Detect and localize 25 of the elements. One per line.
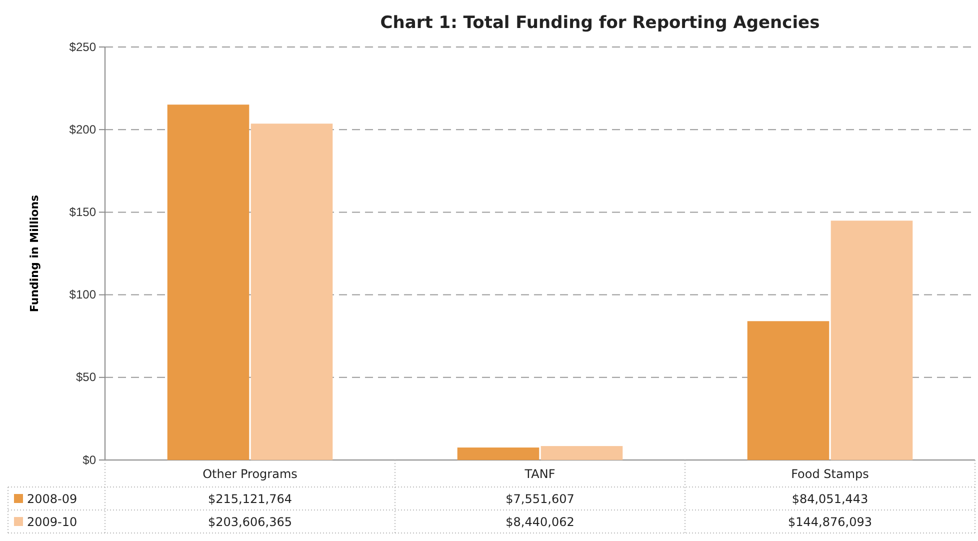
text: $144,876,093 [788,515,872,529]
legend-label: 2008-09 [27,492,78,506]
text: $7,551,607 [506,492,574,506]
bar [540,446,623,460]
y-tick-label: $100 [69,288,96,302]
y-tick-label: $0 [82,452,96,467]
y-tick-label: $50 [76,370,96,384]
text: $215,121,764 [208,492,292,506]
bar [250,124,333,460]
y-tick-label: $250 [69,40,96,54]
bar [830,220,913,460]
bar [747,321,830,460]
legend-label: 2009-10 [27,515,78,529]
text: $8,440,062 [506,515,574,529]
x-tick-label: Other Programs [202,467,298,481]
chart-title: Chart 1: Total Funding for Reporting Agencies [380,13,820,33]
y-tick-label: $150 [69,205,96,220]
y-tick-label: $200 [69,122,96,136]
text: $203,606,365 [208,515,292,529]
x-tick-label: Food Stamps [791,467,869,481]
y-axis-title: Funding in Millions [28,194,41,312]
text: $84,051,443 [792,492,868,506]
bar [167,104,250,460]
bar [457,448,540,460]
x-tick-label: TANF [524,467,556,481]
